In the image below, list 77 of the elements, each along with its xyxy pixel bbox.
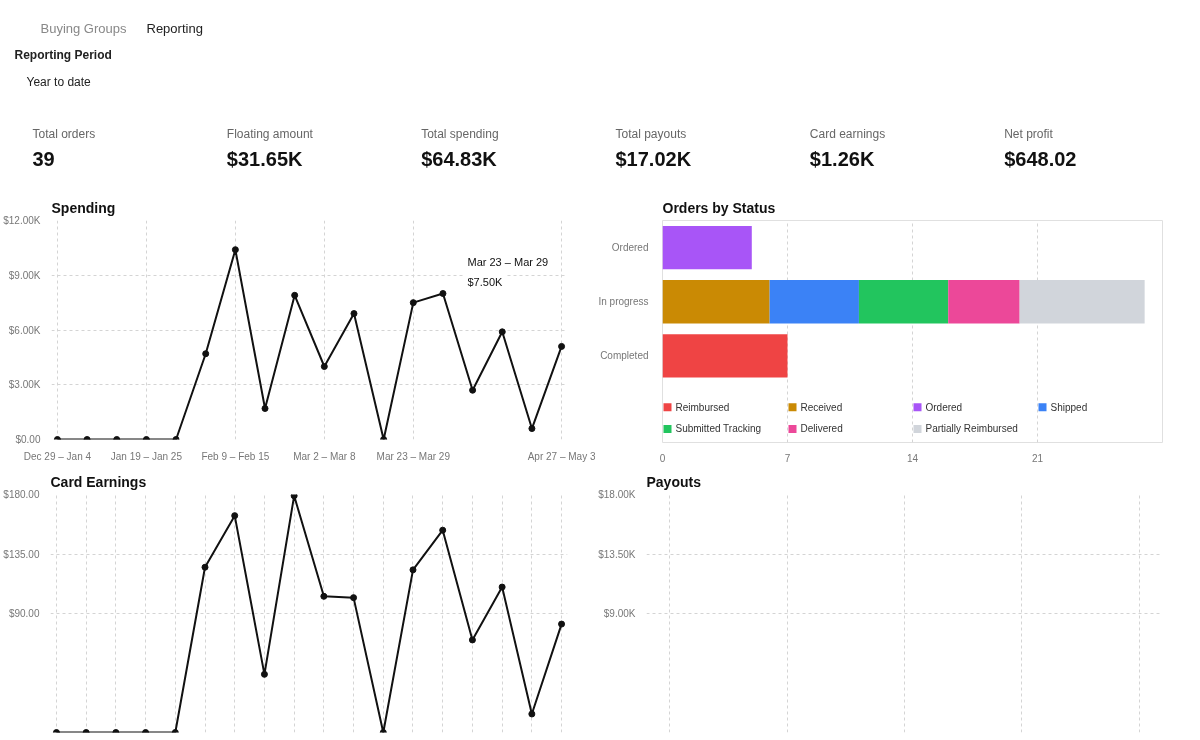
y-tick-label: $3.00K bbox=[8, 379, 41, 391]
point bbox=[291, 291, 299, 299]
legend-label: Partially Reimbursed bbox=[925, 423, 1018, 435]
legend-label: Delivered bbox=[800, 423, 843, 435]
point bbox=[202, 350, 210, 358]
point bbox=[498, 328, 506, 336]
point bbox=[468, 636, 476, 644]
x-tick-label: Jan 19 – Jan 25 bbox=[110, 450, 183, 462]
chart-title: Card Earnings bbox=[50, 473, 147, 490]
y-tick-label: In progress bbox=[598, 296, 649, 308]
text: $648.02 bbox=[1004, 147, 1077, 170]
point bbox=[558, 620, 566, 628]
y-tick-label: $0.00 bbox=[15, 434, 41, 445]
text: Reporting bbox=[146, 21, 203, 36]
x-tick-label: Feb 9 – Feb 15 bbox=[201, 450, 270, 462]
y-tick-label: $9.00K bbox=[8, 269, 41, 281]
text: $31.65K bbox=[226, 147, 303, 170]
legend-label: Submitted Tracking bbox=[675, 423, 762, 435]
point bbox=[528, 710, 536, 718]
x-tick-label: 7 bbox=[784, 452, 791, 464]
text: Buying Groups bbox=[40, 21, 127, 36]
point bbox=[320, 592, 328, 600]
point bbox=[409, 299, 417, 307]
point bbox=[439, 526, 447, 534]
category-label: Total payouts bbox=[615, 126, 687, 141]
text: Year to date bbox=[26, 74, 92, 89]
y-tick-label: $135.00 bbox=[3, 548, 40, 560]
x-tick-label: 21 bbox=[1031, 452, 1044, 464]
annotation: $7.50K bbox=[467, 275, 504, 288]
chart-title: Spending bbox=[51, 199, 116, 216]
text: $64.83K bbox=[421, 147, 497, 170]
category-label: Card earnings bbox=[809, 126, 886, 141]
text: $1.26K bbox=[809, 147, 875, 170]
legend-label: Shipped bbox=[1050, 401, 1088, 413]
legend-label: Ordered bbox=[925, 401, 963, 413]
y-tick-label: $6.00K bbox=[8, 324, 41, 336]
text: 39 bbox=[32, 147, 55, 170]
point bbox=[260, 670, 268, 678]
x-tick-label: Dec 29 – Jan 4 bbox=[23, 450, 92, 462]
point bbox=[439, 290, 447, 297]
category-label: Total spending bbox=[421, 126, 499, 141]
y-tick-label: Completed bbox=[600, 350, 649, 362]
y-tick-label: $90.00 bbox=[8, 608, 40, 619]
x-tick-label: Apr 27 – May 3 bbox=[527, 450, 596, 462]
category-label: Floating amount bbox=[226, 126, 314, 141]
point bbox=[201, 563, 209, 571]
point bbox=[290, 494, 298, 500]
y-tick-label: $9.00K bbox=[603, 608, 636, 619]
x-tick-label: Mar 2 – Mar 8 bbox=[293, 450, 356, 462]
text: Reporting Period bbox=[14, 47, 112, 62]
point bbox=[498, 583, 506, 591]
y-tick-label: $18.00K bbox=[598, 489, 636, 500]
x-tick-label: 14 bbox=[906, 452, 919, 464]
category-label: Net profit bbox=[1004, 126, 1054, 141]
point bbox=[528, 425, 536, 433]
x-tick-label: Mar 23 – Mar 29 bbox=[376, 450, 451, 462]
y-tick-label: $13.50K bbox=[598, 548, 636, 560]
chart-title: Orders by Status bbox=[662, 199, 776, 216]
point bbox=[261, 404, 269, 412]
chart-title: Payouts bbox=[646, 473, 702, 490]
point bbox=[409, 566, 417, 574]
category-label: Total orders bbox=[32, 126, 96, 141]
point bbox=[231, 246, 239, 254]
x-tick-label: 0 bbox=[659, 452, 666, 464]
point bbox=[558, 342, 566, 350]
annotation: Mar 23 – Mar 29 bbox=[467, 255, 549, 268]
point bbox=[350, 594, 358, 602]
legend-label: Reimbursed bbox=[675, 401, 730, 413]
y-tick-label: Ordered bbox=[611, 242, 649, 254]
point bbox=[320, 363, 328, 370]
y-tick-label: $180.00 bbox=[3, 489, 40, 500]
y-tick-label: $12.00K bbox=[3, 215, 41, 226]
point bbox=[231, 512, 239, 520]
point bbox=[350, 310, 358, 318]
text: $17.02K bbox=[615, 147, 692, 170]
legend-label: Received bbox=[800, 401, 843, 413]
point bbox=[469, 386, 477, 394]
